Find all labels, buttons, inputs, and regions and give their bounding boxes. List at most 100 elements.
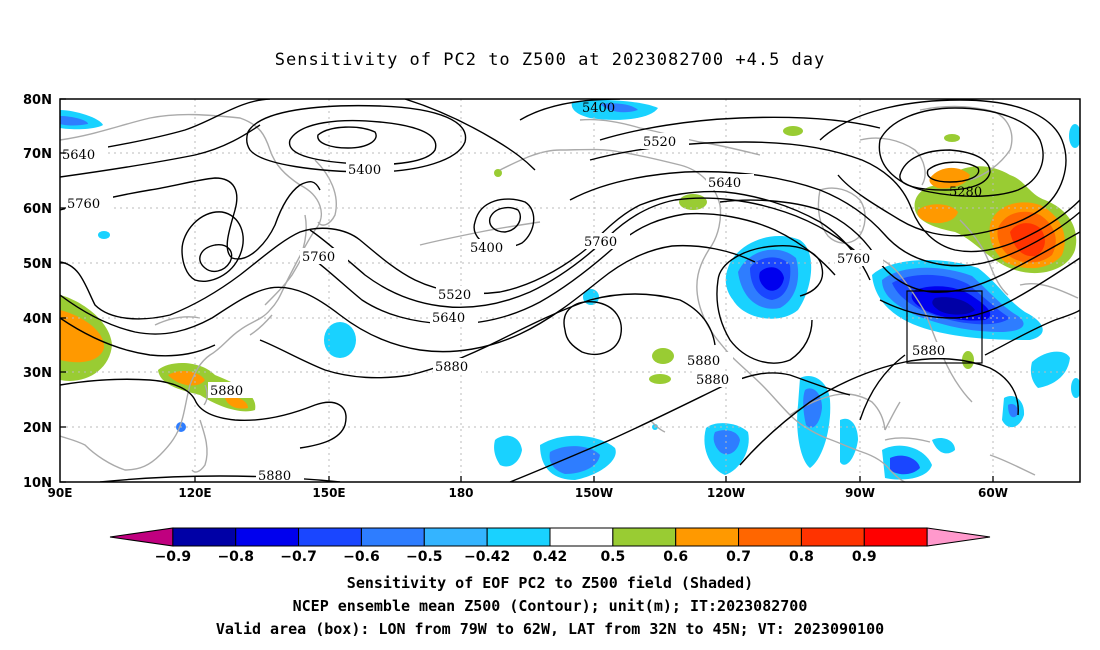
shade-negative bbox=[1069, 124, 1080, 148]
shade-positive bbox=[494, 169, 502, 177]
shade-positive bbox=[929, 167, 970, 189]
coastline-hudson bbox=[817, 187, 866, 244]
contour-line bbox=[488, 206, 522, 233]
contour-line bbox=[569, 170, 1080, 267]
map-frame bbox=[59, 98, 1081, 483]
lon-label: 120W bbox=[707, 486, 745, 500]
lon-label: 90W bbox=[845, 486, 875, 500]
coastline-taiwan bbox=[203, 384, 208, 406]
colorbar-swatch bbox=[172, 527, 237, 547]
shade-positive bbox=[225, 397, 248, 409]
footer-line-2: NCEP ensemble mean Z500 (Contour); unit(… bbox=[292, 597, 808, 615]
lon-label: 120E bbox=[178, 486, 211, 500]
latitude-labels: 80N 70N 60N 50N 40N 30N 20N 10N bbox=[23, 93, 52, 491]
shade-negative bbox=[1030, 351, 1070, 388]
lon-label: 90E bbox=[48, 486, 73, 500]
contour-label: 5880 bbox=[912, 344, 945, 359]
colorbar-swatch bbox=[360, 527, 425, 547]
contour-label: 5880 bbox=[435, 360, 468, 375]
coastline-cuba bbox=[884, 437, 931, 443]
contour-label: 5760 bbox=[584, 235, 617, 250]
colorbar-swatch bbox=[235, 527, 300, 547]
lon-label: 150E bbox=[312, 486, 345, 500]
colorbar-swatch bbox=[549, 527, 614, 547]
lat-label: 80N bbox=[23, 93, 52, 108]
shade-negative bbox=[98, 231, 110, 239]
coastline-philippines bbox=[191, 419, 208, 473]
colorbar-swatch bbox=[675, 527, 740, 547]
contour-line bbox=[926, 161, 980, 183]
colorbar-swatch bbox=[612, 527, 677, 547]
valid-area-box bbox=[906, 290, 983, 364]
coastline-japan bbox=[249, 314, 273, 336]
colorbar-label: 0.5 bbox=[600, 549, 625, 565]
contour-line bbox=[60, 378, 347, 449]
colorbar-swatch bbox=[738, 527, 802, 547]
lon-label: 150W bbox=[575, 486, 613, 500]
contour-line bbox=[509, 372, 851, 482]
contour-label: 5400 bbox=[582, 101, 615, 116]
colorbar-swatch bbox=[926, 527, 991, 547]
coastline-aleutian bbox=[419, 221, 541, 246]
shade-positive bbox=[944, 134, 960, 142]
contour-line bbox=[245, 104, 467, 173]
contour-line bbox=[899, 149, 991, 191]
lat-label: 20N bbox=[23, 421, 52, 436]
shade-negative bbox=[759, 267, 784, 291]
colorbar-swatch bbox=[109, 527, 174, 547]
shade-negative bbox=[713, 430, 740, 455]
coastline-us-east bbox=[859, 249, 973, 403]
colorbar-label: 0.7 bbox=[726, 549, 751, 565]
contour-label: 5520 bbox=[643, 135, 676, 150]
contour-line bbox=[299, 212, 836, 325]
shade-negative bbox=[803, 388, 822, 428]
axis-ticks bbox=[60, 98, 994, 483]
colorbar-label: 0.8 bbox=[789, 549, 814, 565]
contour-line bbox=[60, 293, 716, 379]
contour-label: 5280 bbox=[949, 185, 982, 200]
contour-label: 5640 bbox=[708, 176, 741, 191]
contour-label: 5880 bbox=[687, 354, 720, 369]
shade-negative bbox=[324, 322, 356, 358]
contour-line bbox=[181, 211, 244, 282]
shade-negative bbox=[600, 103, 638, 113]
contour-line bbox=[60, 244, 756, 353]
contour-label: 5880 bbox=[258, 469, 291, 484]
coastline-greenland bbox=[919, 105, 1013, 181]
colorbar-swatch bbox=[423, 527, 488, 547]
contour-line bbox=[859, 309, 1080, 421]
lat-label: 30N bbox=[23, 366, 52, 381]
contour-line bbox=[473, 198, 535, 248]
footer-line-1: Sensitivity of EOF PC2 to Z500 field (Sh… bbox=[346, 574, 754, 592]
lat-label: 40N bbox=[23, 312, 52, 327]
contour-line bbox=[288, 119, 437, 166]
coastline-baffin bbox=[859, 137, 926, 186]
colorbar-label: −0.9 bbox=[155, 549, 192, 565]
shade-positive bbox=[917, 204, 958, 224]
coastline-florida bbox=[884, 401, 901, 431]
lon-label: 60W bbox=[978, 486, 1008, 500]
colorbar-label: −0.6 bbox=[343, 549, 380, 565]
coastlines bbox=[60, 105, 1079, 482]
coastline-atlantic-is bbox=[1019, 283, 1079, 299]
lat-label: 10N bbox=[23, 476, 52, 491]
longitude-labels: 90E 120E 150E 180 150W 120W 90W 60W bbox=[48, 486, 1008, 500]
shade-negative bbox=[840, 418, 858, 465]
lat-label: 60N bbox=[23, 202, 52, 217]
shade-negative bbox=[1008, 404, 1019, 418]
shade-negative bbox=[932, 297, 975, 315]
coastline-kamchatka bbox=[314, 159, 337, 226]
contour-line bbox=[716, 245, 824, 364]
shade-negative bbox=[890, 455, 920, 475]
lat-label: 70N bbox=[23, 147, 52, 162]
shade-negative bbox=[60, 116, 88, 126]
colorbar-swatch bbox=[298, 527, 362, 547]
shade-positive bbox=[783, 126, 803, 136]
contour-label: 5760 bbox=[67, 197, 100, 212]
coastline-gulf bbox=[789, 393, 886, 431]
coastline-asia bbox=[60, 113, 322, 471]
colorbar-swatch bbox=[486, 527, 551, 547]
coastline-islands bbox=[154, 316, 201, 326]
contour-line bbox=[563, 301, 622, 356]
